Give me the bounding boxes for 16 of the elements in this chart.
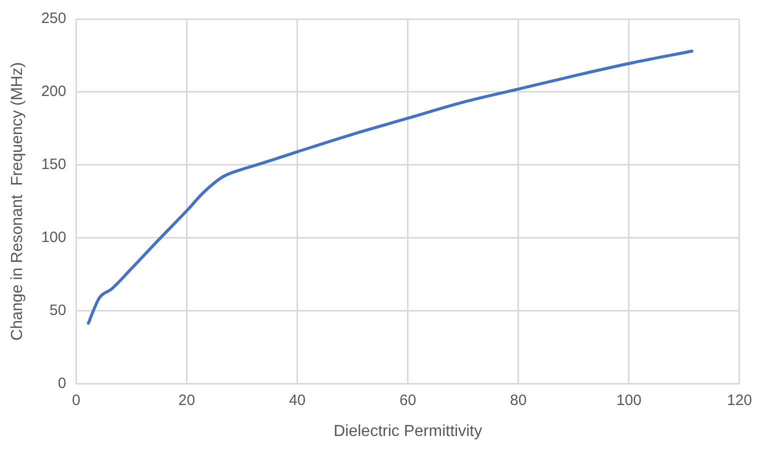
x-tick-label: 120 <box>726 392 752 409</box>
x-axis-title: Dielectric Permittivity <box>334 422 482 440</box>
line-series <box>86 50 694 325</box>
x-tick-label: 60 <box>400 392 416 409</box>
y-tick-label: 200 <box>41 83 66 100</box>
x-tick-label: 0 <box>72 392 80 409</box>
y-axis-title: Change in Resonant Frequency (MHz) <box>9 62 26 341</box>
y-tick-label: 100 <box>41 229 66 246</box>
x-tick-label: 100 <box>616 392 642 409</box>
y-tick-label: 150 <box>41 156 66 174</box>
x-tick-label: 40 <box>288 392 306 409</box>
y-tick-label: 0 <box>58 374 66 392</box>
y-tick-label: 250 <box>41 10 66 28</box>
x-tick-label: 20 <box>178 392 196 409</box>
y-tick-label: 50 <box>50 302 66 319</box>
x-tick-label: 80 <box>510 392 527 409</box>
